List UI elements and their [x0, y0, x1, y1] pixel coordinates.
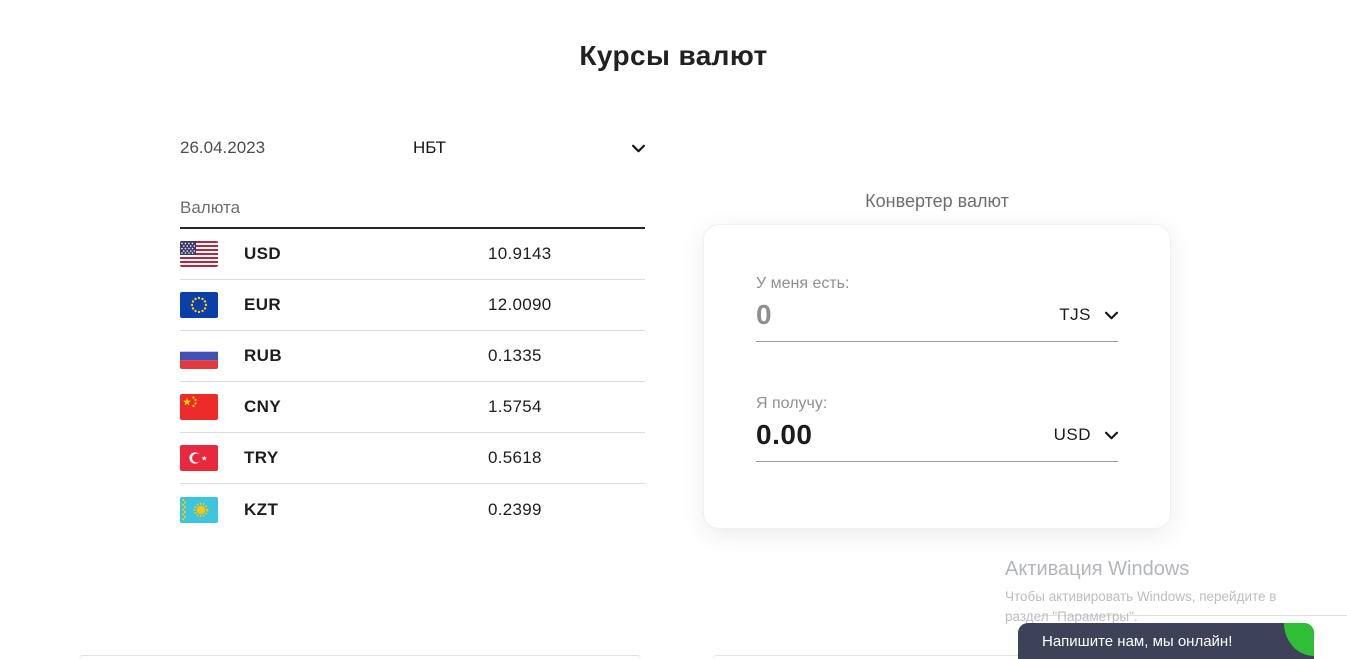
next-section-edge-right — [713, 655, 1125, 659]
currency-code: EUR — [244, 295, 282, 314]
have-currency-value: TJS — [1059, 305, 1091, 324]
divider-line — [1040, 615, 1347, 616]
table-row-eur: EUR 12.0090 — [180, 280, 645, 331]
currency-code: USD — [244, 244, 282, 263]
get-currency-select[interactable]: USD — [1054, 425, 1118, 445]
get-currency-value: USD — [1053, 425, 1091, 444]
chevron-down-icon — [1105, 431, 1118, 439]
china-flag-icon — [180, 394, 218, 420]
get-label: Я получу: — [756, 395, 828, 412]
have-currency-select[interactable]: TJS — [1059, 305, 1118, 325]
turkey-flag-icon — [180, 445, 218, 471]
converter-title: Конвертер валют — [865, 191, 1009, 211]
windows-activation-watermark: Активация Windows Чтобы активировать Win… — [1005, 558, 1276, 627]
chevron-down-icon — [1105, 311, 1118, 319]
currency-code: KZT — [244, 499, 279, 519]
rates-date: 26.04.2023 — [180, 138, 266, 157]
converter-have-group: У меня есть: TJS — [756, 275, 1118, 342]
bank-source-select[interactable]: НБТ — [413, 136, 645, 160]
kazakhstan-flag-icon — [180, 496, 218, 523]
watermark-line-2: раздел "Параметры". — [1005, 609, 1138, 624]
currency-code: CNY — [244, 397, 282, 416]
next-section-edge-left — [79, 655, 641, 659]
converter-get-group: Я получу: USD — [756, 395, 1118, 462]
table-row-rub: RUB 0.1335 — [180, 331, 645, 382]
converter-card: У меня есть: TJS Я получу: USD — [703, 224, 1171, 529]
chevron-down-icon — [632, 144, 645, 152]
page-title: Курсы валют — [579, 40, 768, 71]
currency-rate: 1.5754 — [488, 397, 542, 416]
currency-rate: 10.9143 — [488, 244, 552, 263]
have-label: У меня есть: — [756, 275, 850, 292]
watermark-line-1: Чтобы активировать Windows, перейдите в — [1005, 589, 1277, 604]
watermark-title: Активация Windows — [1005, 558, 1190, 580]
eu-flag-icon — [180, 292, 218, 318]
currency-code: RUB — [244, 346, 283, 365]
have-amount-input[interactable] — [756, 299, 976, 331]
table-row-try: TRY 0.5618 — [180, 433, 645, 484]
currency-rate: 0.1335 — [488, 346, 542, 365]
chat-leaf-icon — [1284, 623, 1314, 656]
currency-rate: 12.0090 — [488, 295, 552, 314]
currency-code: TRY — [244, 448, 279, 467]
currency-column-header: Валюта — [180, 198, 241, 217]
get-amount-input[interactable] — [756, 419, 976, 451]
currency-rate: 0.2399 — [488, 499, 542, 519]
rates-table: USD 10.9143 EUR 12.0090 RUB 0.133 — [180, 227, 645, 535]
currency-rate: 0.5618 — [488, 448, 542, 467]
russia-flag-icon — [180, 343, 218, 369]
chat-widget-button[interactable]: Напишите нам, мы онлайн! — [1018, 623, 1314, 659]
table-row-cny: CNY 1.5754 — [180, 382, 645, 433]
table-row-usd: USD 10.9143 — [180, 229, 645, 280]
table-row-kzt: KZT 0.2399 — [180, 484, 645, 535]
bank-source-value: НБТ — [413, 138, 447, 157]
usa-flag-icon — [180, 241, 218, 267]
chat-widget-label: Напишите нам, мы онлайн! — [1042, 632, 1233, 650]
